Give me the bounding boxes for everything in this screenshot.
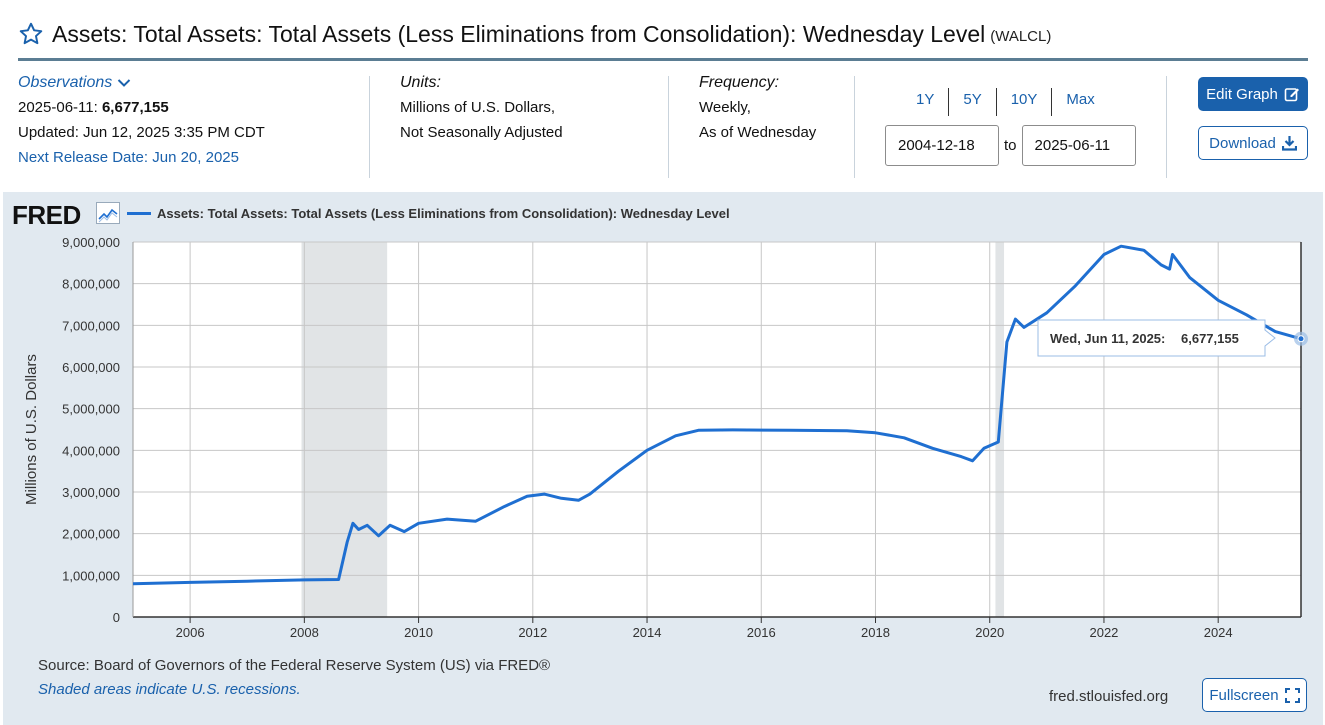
star-icon[interactable] xyxy=(18,21,44,47)
units-line-1: Millions of U.S. Dollars, xyxy=(400,99,556,116)
column-divider xyxy=(668,76,669,178)
observations-dropdown[interactable]: Observations xyxy=(18,70,358,95)
chevron-down-icon xyxy=(118,78,131,87)
observations-panel: Observations 2025-06-11: 6,677,155 Updat… xyxy=(18,70,358,170)
edit-icon xyxy=(1284,88,1299,102)
start-date-input[interactable] xyxy=(885,125,999,166)
recession-note: Shaded areas indicate U.S. recessions. xyxy=(38,681,301,698)
date-to-label: to xyxy=(1004,137,1017,154)
frequency-panel: Frequency: Weekly, As of Wednesday xyxy=(699,70,849,145)
x-tick-label: 2016 xyxy=(747,625,776,640)
x-tick-label: 2024 xyxy=(1204,625,1233,640)
frequency-line-2: As of Wednesday xyxy=(699,124,817,141)
chart-panel: 0 1,000,000 2,000,000 3,000,000 4,000,000 5,0… xyxy=(3,192,1323,725)
range-5y-button[interactable]: 5Y xyxy=(949,88,997,116)
download-icon xyxy=(1281,136,1297,151)
y-axis-label: Millions of U.S. Dollars xyxy=(23,354,40,505)
edit-graph-label: Edit Graph xyxy=(1206,85,1278,103)
hover-point xyxy=(1297,335,1305,343)
observation-date: 2025-06-11: xyxy=(18,99,98,116)
column-divider xyxy=(369,76,370,178)
series-id: (WALCL) xyxy=(990,27,1052,45)
y-tick-label: 3,000,000 xyxy=(62,485,120,500)
y-tick-label: 1,000,000 xyxy=(62,568,120,583)
x-tick-label: 2006 xyxy=(176,625,205,640)
fullscreen-button[interactable]: Fullscreen xyxy=(1202,678,1307,712)
observation-value: 6,677,155 xyxy=(101,99,169,116)
column-divider xyxy=(1166,76,1167,178)
title-divider xyxy=(18,58,1308,61)
fullscreen-icon xyxy=(1284,687,1300,703)
range-1y-button[interactable]: 1Y xyxy=(898,88,950,116)
observations-label: Observations xyxy=(18,74,113,91)
y-tick-label: 6,000,000 xyxy=(62,360,120,375)
chart-legend: Assets: Total Assets: Total Assets (Less… xyxy=(127,206,730,221)
page-title: Assets: Total Assets: Total Assets (Less… xyxy=(52,20,986,47)
x-tick-label: 2012 xyxy=(518,625,547,640)
edit-graph-button[interactable]: Edit Graph xyxy=(1198,77,1308,111)
y-tick-label: 0 xyxy=(113,610,120,625)
x-tick-label: 2018 xyxy=(861,625,890,640)
x-tick-label: 2008 xyxy=(290,625,319,640)
latest-observation: 2025-06-11: 6,677,155 xyxy=(18,95,358,120)
units-label: Units: xyxy=(400,74,441,91)
units-line-2: Not Seasonally Adjusted xyxy=(400,124,563,141)
range-10y-button[interactable]: 10Y xyxy=(997,88,1053,116)
tooltip-date: Wed, Jun 11, 2025: xyxy=(1050,331,1165,346)
y-tick-label: 4,000,000 xyxy=(62,443,120,458)
download-button[interactable]: Download xyxy=(1198,126,1308,160)
units-panel: Units: Millions of U.S. Dollars, Not Sea… xyxy=(400,70,660,145)
title-row: Assets: Total Assets: Total Assets (Less… xyxy=(18,18,1308,50)
legend-label: Assets: Total Assets: Total Assets (Less… xyxy=(157,206,730,221)
x-tick-label: 2014 xyxy=(633,625,662,640)
y-tick-label: 7,000,000 xyxy=(62,318,120,333)
fullscreen-label: Fullscreen xyxy=(1209,686,1279,704)
y-tick-label: 5,000,000 xyxy=(62,402,120,417)
end-date-input[interactable] xyxy=(1021,125,1136,166)
tooltip-value: 6,677,155 xyxy=(1181,331,1239,346)
line-chart[interactable]: 0 1,000,000 2,000,000 3,000,000 4,000,000 5,0… xyxy=(3,192,1323,652)
date-range: to xyxy=(885,125,1136,166)
site-url[interactable]: fred.stlouisfed.org xyxy=(1049,688,1169,705)
fred-logo: FRED xyxy=(12,200,81,230)
y-tick-label: 2,000,000 xyxy=(62,527,120,542)
y-tick-label: 8,000,000 xyxy=(62,277,120,292)
y-tick-label: 9,000,000 xyxy=(62,235,120,250)
updated-text: Updated: Jun 12, 2025 3:35 PM CDT xyxy=(18,124,265,141)
range-selector: 1Y 5Y 10Y Max xyxy=(898,88,1109,116)
range-max-button[interactable]: Max xyxy=(1066,91,1095,108)
line-chart-icon xyxy=(96,202,120,224)
frequency-line-1: Weekly, xyxy=(699,99,751,116)
x-tick-label: 2020 xyxy=(975,625,1004,640)
frequency-label: Frequency: xyxy=(699,74,780,91)
tooltip-box xyxy=(1037,319,1276,357)
next-release-date: Next Release Date: Jun 20, 2025 xyxy=(18,149,239,166)
x-tick-label: 2010 xyxy=(404,625,433,640)
x-tick-label: 2022 xyxy=(1089,625,1118,640)
column-divider xyxy=(854,76,855,178)
legend-swatch xyxy=(127,212,151,215)
download-label: Download xyxy=(1209,134,1276,152)
source-text: Source: Board of Governors of the Federa… xyxy=(38,657,551,674)
series-line xyxy=(132,244,1302,586)
